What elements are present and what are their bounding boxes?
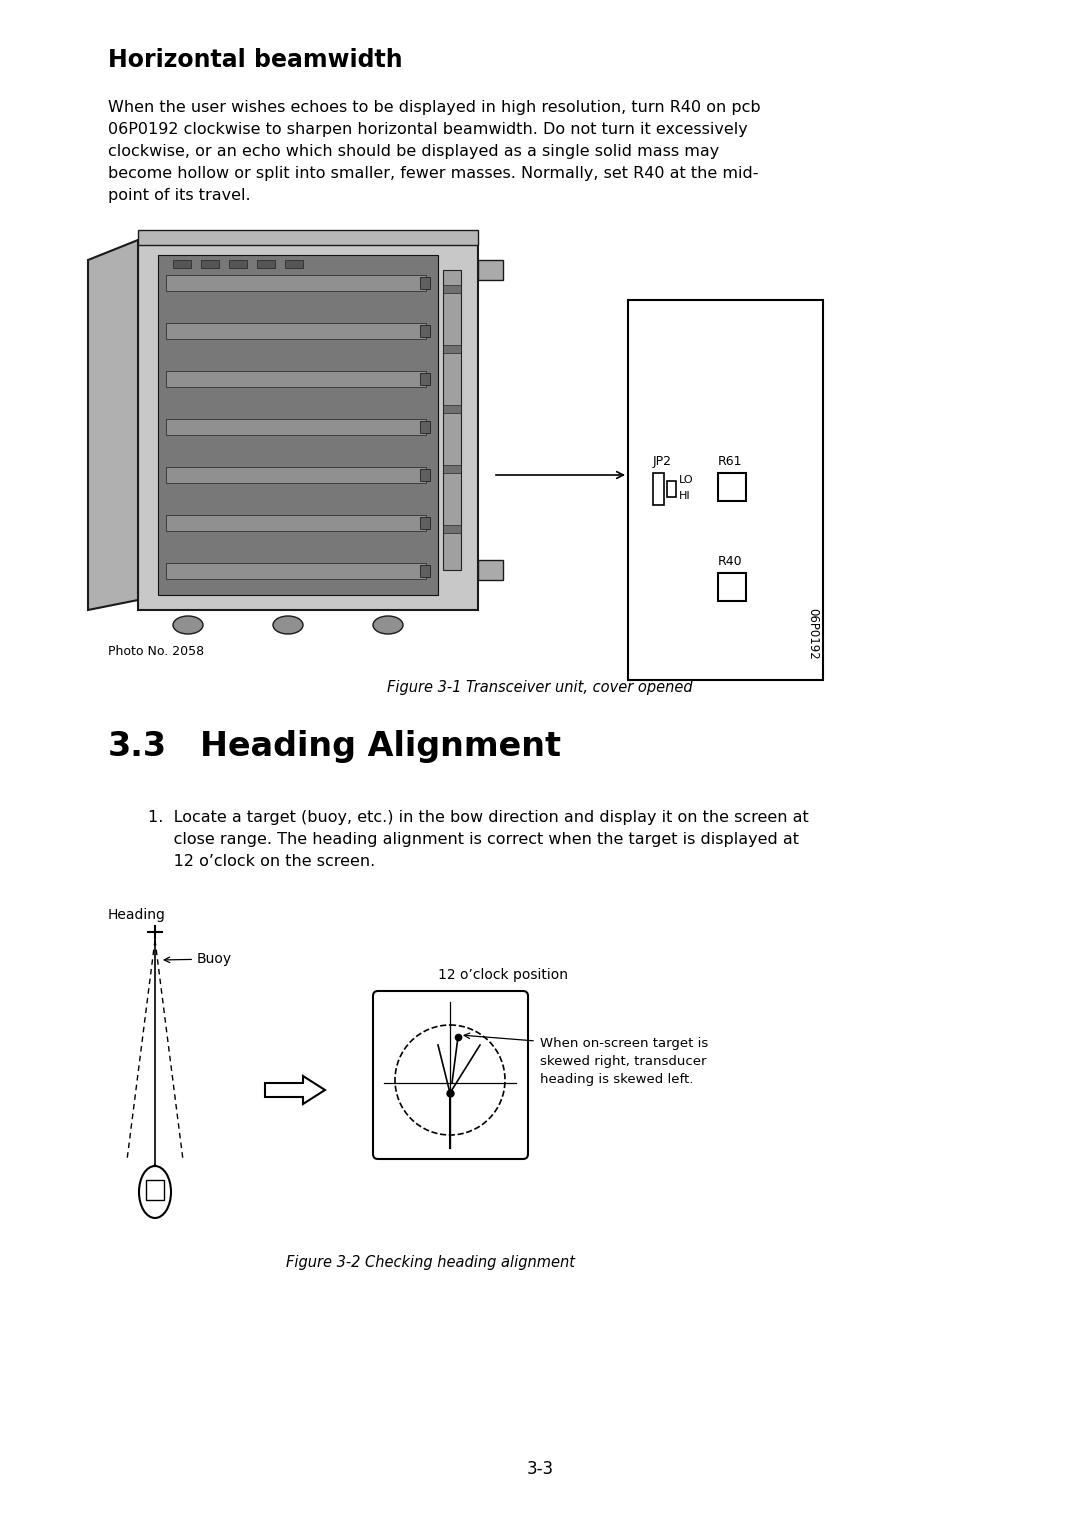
Text: LO: LO bbox=[679, 475, 693, 485]
Text: When the user wishes echoes to be displayed in high resolution, turn R40 on pcb: When the user wishes echoes to be displa… bbox=[108, 101, 760, 114]
Bar bbox=[478, 259, 503, 279]
Bar bbox=[166, 324, 426, 339]
Text: Figure 3-2 Checking heading alignment: Figure 3-2 Checking heading alignment bbox=[285, 1254, 575, 1270]
Text: Heading Alignment: Heading Alignment bbox=[200, 729, 561, 763]
Text: heading is skewed left.: heading is skewed left. bbox=[540, 1073, 693, 1087]
Text: clockwise, or an echo which should be displayed as a single solid mass may: clockwise, or an echo which should be di… bbox=[108, 143, 719, 159]
Text: HI: HI bbox=[679, 491, 690, 501]
Bar bbox=[443, 270, 461, 571]
Text: When on-screen target is: When on-screen target is bbox=[540, 1038, 708, 1050]
Bar bbox=[420, 468, 430, 481]
Bar bbox=[158, 255, 438, 595]
Text: 3.3: 3.3 bbox=[108, 729, 167, 763]
Text: 1.  Locate a target (buoy, etc.) in the bow direction and display it on the scre: 1. Locate a target (buoy, etc.) in the b… bbox=[148, 810, 809, 826]
Bar bbox=[478, 560, 503, 580]
Text: become hollow or split into smaller, fewer masses. Normally, set R40 at the mid-: become hollow or split into smaller, few… bbox=[108, 166, 758, 182]
Bar bbox=[627, 301, 823, 681]
Text: Figure 3-1 Transceiver unit, cover opened: Figure 3-1 Transceiver unit, cover opene… bbox=[388, 681, 692, 694]
Bar bbox=[257, 259, 275, 269]
Ellipse shape bbox=[139, 1166, 171, 1218]
Text: 12 o’clock on the screen.: 12 o’clock on the screen. bbox=[148, 855, 375, 868]
Text: 3-3: 3-3 bbox=[526, 1460, 554, 1479]
Polygon shape bbox=[87, 240, 138, 610]
Bar bbox=[420, 421, 430, 433]
Bar bbox=[420, 565, 430, 577]
Polygon shape bbox=[265, 1076, 325, 1103]
Text: skewed right, transducer: skewed right, transducer bbox=[540, 1054, 706, 1068]
Text: Heading: Heading bbox=[108, 908, 166, 922]
Bar bbox=[166, 420, 426, 435]
Ellipse shape bbox=[273, 617, 303, 633]
Text: Buoy: Buoy bbox=[164, 952, 232, 966]
Text: R40: R40 bbox=[718, 555, 743, 568]
Bar bbox=[285, 259, 303, 269]
Text: Photo No. 2058: Photo No. 2058 bbox=[108, 645, 204, 658]
Text: R61: R61 bbox=[718, 455, 743, 468]
Bar bbox=[138, 240, 478, 610]
Bar bbox=[667, 481, 676, 497]
Bar bbox=[146, 1180, 164, 1199]
FancyBboxPatch shape bbox=[373, 990, 528, 1160]
Text: close range. The heading alignment is correct when the target is displayed at: close range. The heading alignment is co… bbox=[148, 832, 799, 847]
Bar bbox=[443, 345, 461, 353]
Ellipse shape bbox=[173, 617, 203, 633]
Text: 06P0192 clockwise to sharpen horizontal beamwidth. Do not turn it excessively: 06P0192 clockwise to sharpen horizontal … bbox=[108, 122, 747, 137]
Bar bbox=[718, 473, 746, 501]
Bar bbox=[166, 371, 426, 388]
Bar bbox=[229, 259, 247, 269]
Bar bbox=[201, 259, 219, 269]
Bar bbox=[443, 404, 461, 414]
Bar bbox=[443, 525, 461, 533]
Bar bbox=[443, 465, 461, 473]
Bar bbox=[443, 285, 461, 293]
Bar bbox=[138, 230, 478, 246]
Bar bbox=[166, 275, 426, 291]
Bar bbox=[166, 563, 426, 578]
Text: Horizontal beamwidth: Horizontal beamwidth bbox=[108, 47, 403, 72]
Bar bbox=[166, 514, 426, 531]
Bar bbox=[173, 259, 191, 269]
Bar bbox=[653, 473, 664, 505]
Bar bbox=[420, 278, 430, 288]
Bar bbox=[420, 517, 430, 530]
Text: 06P0192: 06P0192 bbox=[807, 609, 820, 661]
Bar bbox=[420, 325, 430, 337]
Bar bbox=[718, 572, 746, 601]
Text: JP2: JP2 bbox=[653, 455, 672, 468]
Text: 12 o’clock position: 12 o’clock position bbox=[438, 967, 568, 983]
Text: point of its travel.: point of its travel. bbox=[108, 188, 251, 203]
Ellipse shape bbox=[373, 617, 403, 633]
Bar bbox=[420, 372, 430, 385]
Bar bbox=[166, 467, 426, 484]
